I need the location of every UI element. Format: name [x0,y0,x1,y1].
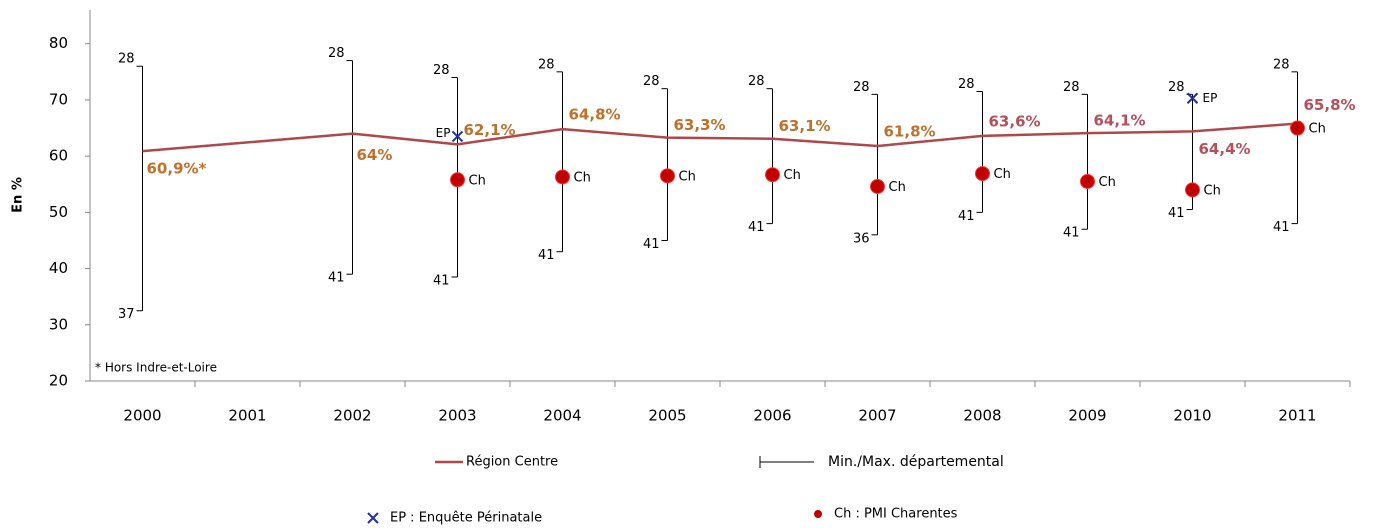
legend-range [759,456,814,468]
value-label: 63,6% [989,112,1041,130]
x-tick-label: 2009 [1068,407,1106,425]
marker-ch [870,179,885,195]
max-label: 28 [118,52,135,67]
marker-label: EP [1203,91,1218,105]
max-label: 28 [748,74,765,89]
legend-label: Ch : PMI Charentes [834,507,958,522]
x-tick-label: 2005 [648,407,686,425]
annotation: * Hors Indre-et-Loire [95,361,217,375]
max-label: 28 [328,46,345,61]
marker-label: Ch [1099,175,1116,190]
min-label: 41 [328,271,345,286]
min-label: 41 [538,248,555,263]
marker-ch [1185,182,1200,198]
marker-ep [1186,92,1199,104]
legend-label: EP : Enquête Périnatale [390,511,542,526]
y-tick-label: 70 [49,90,68,108]
legend-label: Région Centre [466,455,558,470]
y-tick-label: 80 [49,34,68,52]
marker-ch [450,172,465,188]
value-label: 60,9%* [147,160,207,178]
max-label: 28 [433,63,450,78]
max-label: 28 [538,57,555,72]
value-label: 63,3% [674,116,726,134]
marker-label: Ch [1204,183,1221,198]
marker-label: Ch [889,180,906,195]
x-tick-label: 2010 [1173,407,1211,425]
min-label: 41 [1063,226,1080,241]
y-tick-label: 30 [49,315,68,333]
max-label: 28 [1273,57,1290,72]
min-label: 41 [643,237,660,252]
marker-ch [555,169,570,185]
max-label: 28 [958,77,975,92]
value-label: 62,1% [464,121,516,139]
y-axis-label: En % [11,177,26,213]
marker-label: Ch [1309,122,1326,137]
min-label: 41 [748,220,765,235]
marker-label: Ch [679,169,696,184]
max-label: 28 [643,74,660,89]
min-label: 41 [1168,206,1185,221]
value-label: 63,1% [779,117,831,135]
max-label: 28 [1063,80,1080,95]
x-tick-label: 2003 [438,407,476,425]
value-label: 64,1% [1094,112,1146,130]
value-label: 61,8% [884,123,936,141]
legend-ch [814,510,822,518]
x-tick-label: 2007 [858,407,896,425]
marker-ch [1290,120,1305,136]
x-tick-label: 2000 [123,407,161,425]
min-label: 41 [1273,220,1290,235]
x-tick-label: 2002 [333,407,371,425]
marker-ep [451,130,464,143]
min-label: 41 [958,209,975,224]
value-label: 64,4% [1199,140,1251,158]
marker-ch [1080,173,1095,189]
marker-label: Ch [469,173,486,188]
y-tick-label: 60 [49,147,68,165]
y-tick-label: 20 [49,372,68,390]
x-tick-label: 2011 [1278,407,1316,425]
y-tick-label: 40 [49,259,68,277]
legend-ep [367,512,379,524]
max-label: 28 [1168,80,1185,95]
x-tick-label: 2004 [543,407,581,425]
marker-label: Ch [994,167,1011,182]
legend-label: Min./Max. départemental [828,454,1004,470]
x-tick-label: 2001 [228,407,266,425]
marker-label: Ch [784,168,801,183]
min-label: 41 [433,274,450,289]
marker-ch [660,168,675,184]
marker-ch [765,167,780,183]
min-label: 36 [853,231,870,246]
series-line [142,122,1298,153]
marker-ch [975,166,990,182]
x-tick-label: 2008 [963,407,1001,425]
min-label: 37 [118,307,135,322]
value-label: 64,8% [569,106,621,124]
marker-label: Ch [574,170,591,185]
y-tick-label: 50 [49,203,68,221]
max-label: 28 [853,80,870,95]
value-label: 64% [357,146,393,164]
marker-label: EP [436,126,451,140]
value-label: 65,8% [1304,96,1356,114]
x-tick-label: 2006 [753,407,791,425]
